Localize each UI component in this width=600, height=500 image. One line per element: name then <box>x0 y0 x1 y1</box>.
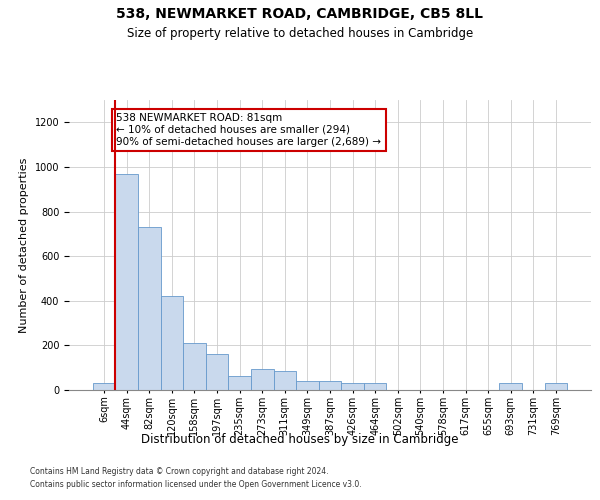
Bar <box>251 369 274 390</box>
Bar <box>93 384 115 390</box>
Bar <box>545 384 567 390</box>
Bar <box>341 384 364 390</box>
Text: Contains public sector information licensed under the Open Government Licence v3: Contains public sector information licen… <box>30 480 362 489</box>
Text: Distribution of detached houses by size in Cambridge: Distribution of detached houses by size … <box>141 432 459 446</box>
Bar <box>206 354 229 390</box>
Text: Contains HM Land Registry data © Crown copyright and database right 2024.: Contains HM Land Registry data © Crown c… <box>30 467 329 476</box>
Text: Size of property relative to detached houses in Cambridge: Size of property relative to detached ho… <box>127 28 473 40</box>
Bar <box>229 376 251 390</box>
Y-axis label: Number of detached properties: Number of detached properties <box>19 158 29 332</box>
Bar <box>499 384 522 390</box>
Bar <box>364 384 386 390</box>
Bar <box>296 381 319 390</box>
Bar <box>138 227 161 390</box>
Bar <box>319 381 341 390</box>
Bar <box>183 343 206 390</box>
Bar <box>115 174 138 390</box>
Text: 538, NEWMARKET ROAD, CAMBRIDGE, CB5 8LL: 538, NEWMARKET ROAD, CAMBRIDGE, CB5 8LL <box>116 8 484 22</box>
Bar <box>161 296 183 390</box>
Text: 538 NEWMARKET ROAD: 81sqm
← 10% of detached houses are smaller (294)
90% of semi: 538 NEWMARKET ROAD: 81sqm ← 10% of detac… <box>116 114 382 146</box>
Bar <box>274 371 296 390</box>
